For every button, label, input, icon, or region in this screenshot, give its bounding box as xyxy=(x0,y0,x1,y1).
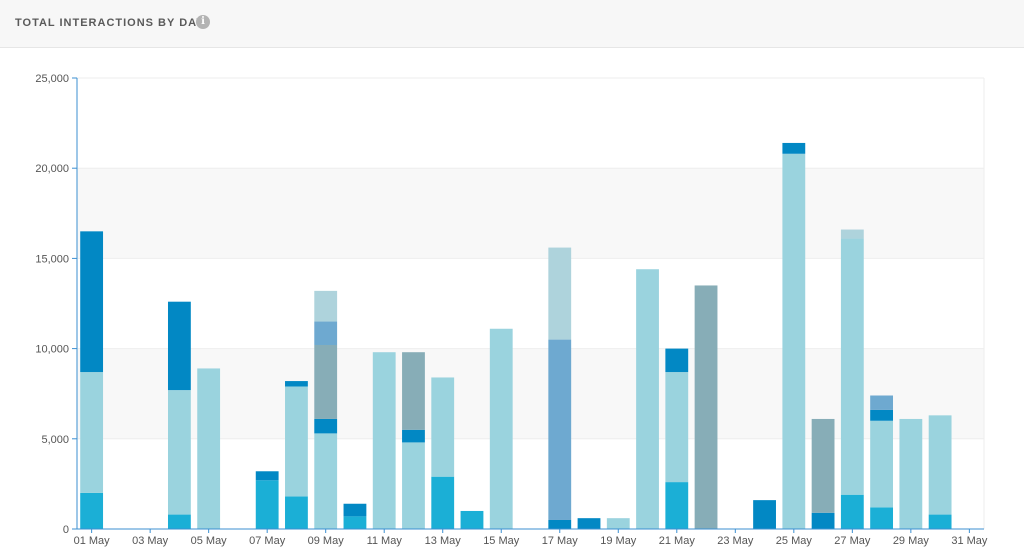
bar-segment xyxy=(431,377,455,477)
bar-segment xyxy=(167,301,191,391)
bar-segment xyxy=(782,153,806,529)
bar-segment xyxy=(782,142,806,154)
bar-segment xyxy=(402,352,425,430)
x-tick-label: 27 May xyxy=(834,535,871,547)
bar-segment xyxy=(694,285,718,529)
bar-segment xyxy=(314,418,338,434)
bar-segment xyxy=(80,372,104,493)
bar-segment xyxy=(314,290,338,322)
y-tick-label: 25,000 xyxy=(35,73,69,85)
bar-segment xyxy=(431,476,455,529)
x-axis: 01 May 03 May 05 May 07 May 09 May 11 May 13 M… xyxy=(74,528,988,547)
bar-segment xyxy=(197,368,221,529)
x-tick-label: 31 May xyxy=(951,535,988,547)
bar-segment xyxy=(285,496,308,529)
bar-segment xyxy=(606,518,630,529)
bar-segment xyxy=(372,352,396,529)
bar-segment xyxy=(636,269,659,529)
bar-segment xyxy=(577,518,601,529)
y-axis: 0 5,000 10,000 15,000 20,000 25,000 xyxy=(35,73,78,536)
bar-segment xyxy=(548,339,572,520)
bar-segment xyxy=(402,429,425,443)
y-tick-label: 15,000 xyxy=(35,253,69,265)
bar-segment xyxy=(167,390,191,515)
bar-segment xyxy=(870,507,894,529)
bar-segment xyxy=(928,415,952,515)
x-tick-label: 11 May xyxy=(367,535,403,547)
bars xyxy=(80,142,952,529)
bar-segment xyxy=(870,395,894,410)
x-tick-label: 03 May xyxy=(132,535,169,547)
bar-segment xyxy=(753,500,776,529)
bar-segment xyxy=(402,442,425,529)
bar-segment xyxy=(343,516,367,529)
bar-segment xyxy=(811,512,835,529)
bar-segment xyxy=(870,420,894,508)
bar-segment xyxy=(840,229,864,239)
x-tick-label: 21 May xyxy=(659,535,696,547)
bar-segment xyxy=(665,348,689,373)
bar-segment xyxy=(489,328,513,529)
grid-band xyxy=(77,168,984,259)
x-tick-label: 17 May xyxy=(542,535,579,547)
bar-segment xyxy=(840,494,864,529)
bar-segment xyxy=(255,480,279,529)
bar-segment xyxy=(314,433,338,529)
x-tick-label: 29 May xyxy=(893,535,930,547)
bar-segment xyxy=(314,344,338,419)
y-tick-label: 5,000 xyxy=(41,434,69,446)
bar-segment xyxy=(255,471,279,481)
y-tick-label: 10,000 xyxy=(35,344,69,356)
x-tick-label: 19 May xyxy=(600,535,637,547)
x-tick-label: 09 May xyxy=(308,535,345,547)
x-tick-label: 15 May xyxy=(483,535,520,547)
bar-segment xyxy=(460,510,484,529)
y-tick-label: 20,000 xyxy=(35,163,69,175)
bar-segment xyxy=(80,492,104,529)
bar-segment xyxy=(285,381,308,387)
x-tick-label: 25 May xyxy=(776,535,813,547)
x-tick-label: 01 May xyxy=(74,535,111,547)
x-tick-label: 23 May xyxy=(717,535,754,547)
info-icon[interactable]: i xyxy=(196,15,210,29)
bar-segment xyxy=(811,418,835,513)
x-tick-label: 13 May xyxy=(425,535,462,547)
bar-segment xyxy=(80,231,104,373)
bar-segment xyxy=(840,238,864,495)
bar-segment xyxy=(343,503,367,517)
bar-segment xyxy=(167,514,191,529)
x-tick-label: 05 May xyxy=(191,535,228,547)
x-tick-label: 07 May xyxy=(249,535,286,547)
bar-segment xyxy=(285,386,308,497)
bar-segment xyxy=(314,321,338,345)
bar-segment xyxy=(665,372,689,483)
panel-header: TOTAL INTERACTIONS BY DAY i xyxy=(0,0,1024,48)
bar-segment xyxy=(928,514,952,529)
bar-segment xyxy=(665,482,689,529)
bar-segment xyxy=(548,247,572,340)
y-tick-label: 0 xyxy=(63,524,69,536)
bar-segment xyxy=(899,418,923,529)
bar-segment xyxy=(548,519,572,529)
bar-segment xyxy=(870,409,894,421)
chart-title: TOTAL INTERACTIONS BY DAY xyxy=(15,17,205,29)
